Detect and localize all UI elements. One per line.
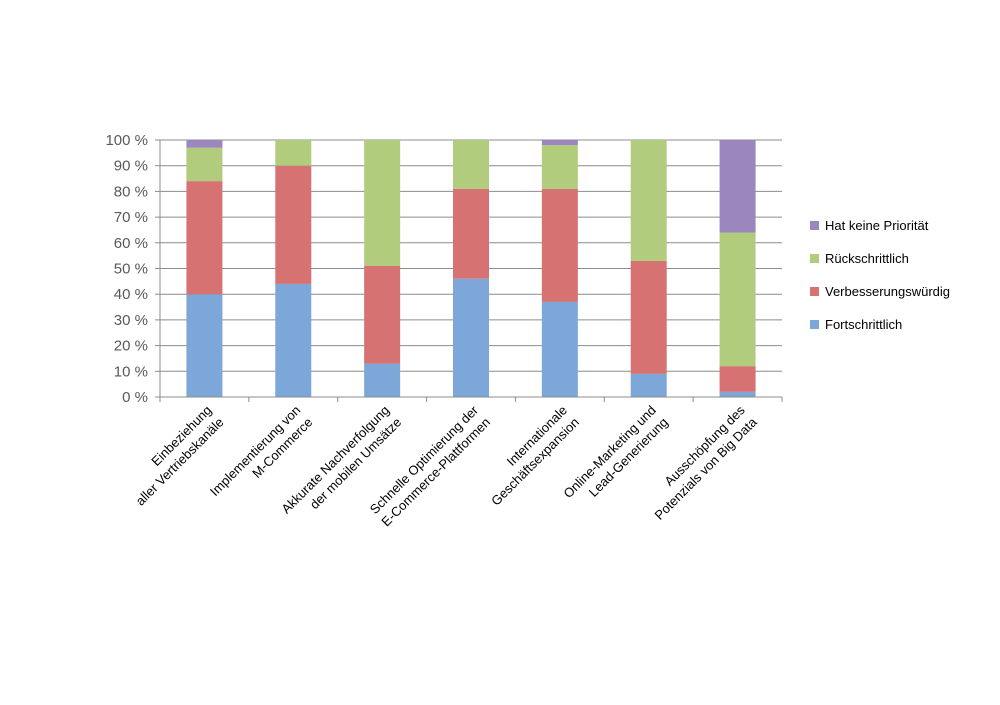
x-category-label: Online-Marketing undLead-Generierung xyxy=(560,403,671,514)
legend-label: Hat keine Priorität xyxy=(825,218,929,233)
bar-segment xyxy=(453,140,489,189)
bar-segment xyxy=(186,181,223,295)
y-tick-label: 30 % xyxy=(114,312,148,329)
x-category-labels: Einbeziehungaller VertriebskanäleImpleme… xyxy=(133,402,761,529)
bar-segment xyxy=(364,140,401,266)
bar-segment xyxy=(453,188,489,279)
bar-segment xyxy=(364,265,401,364)
legend-label: Rückschrittlich xyxy=(825,251,909,266)
bar-segment xyxy=(541,145,578,189)
y-tick-label: 0 % xyxy=(122,389,148,406)
legend-label: Fortschrittlich xyxy=(825,317,902,332)
bar-segment xyxy=(630,260,667,374)
y-tick-label: 60 % xyxy=(114,235,148,252)
y-tick-label: 20 % xyxy=(114,338,148,355)
y-tick-label: 50 % xyxy=(114,261,148,278)
bar-segment xyxy=(719,140,756,233)
bar-segment xyxy=(541,140,578,146)
legend-swatch xyxy=(810,221,819,230)
legend-swatch xyxy=(810,254,819,263)
bar-segment xyxy=(719,366,756,392)
bar-segment xyxy=(719,232,756,367)
legend-swatch xyxy=(810,287,819,296)
bar-segment xyxy=(541,188,578,302)
legend-swatch xyxy=(810,320,819,329)
bar-segment xyxy=(630,373,667,397)
bar-segment xyxy=(275,140,312,166)
bar-segment xyxy=(719,391,756,397)
bar-segment xyxy=(630,140,667,261)
bar-segment xyxy=(541,301,578,397)
y-tick-label: 70 % xyxy=(114,209,148,226)
axes xyxy=(155,139,783,402)
y-tick-label: 80 % xyxy=(114,183,148,200)
y-tick-labels: 0 % 10 % 20 % 30 % 40 % 50 % 60 % 70 % 80 % 90 % 1… xyxy=(105,132,148,406)
bar-segment xyxy=(275,165,312,284)
bar-segment xyxy=(453,278,489,397)
legend: Hat keine Priorität Rückschrittlich Verbes… xyxy=(810,218,950,332)
y-tick-label: 10 % xyxy=(114,363,148,380)
bar-segment xyxy=(275,283,312,397)
y-tick-label: 100 % xyxy=(105,132,148,149)
legend-label: Verbesserungswürdig xyxy=(825,284,950,299)
bars xyxy=(186,140,756,397)
x-category-label: Schnelle Optimierung derE-Commerce-Platt… xyxy=(366,402,493,529)
bar-segment xyxy=(186,140,223,148)
bar-segment xyxy=(186,147,223,182)
bar-segment xyxy=(364,363,401,397)
y-tick-label: 90 % xyxy=(114,158,148,175)
y-tick-label: 40 % xyxy=(114,286,148,303)
bar-segment xyxy=(186,294,223,397)
x-category-label-line: Potenzials von Big Data xyxy=(652,414,761,523)
